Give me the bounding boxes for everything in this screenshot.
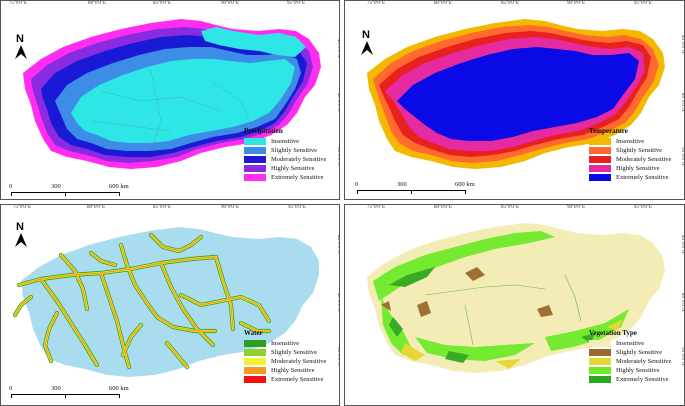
scale-bar: 0 300 600 km bbox=[355, 181, 485, 197]
legend-entry: Slightly Sensitive bbox=[244, 146, 326, 155]
lat-tick-45: 45°0'0"N bbox=[680, 235, 685, 254]
legend-entry: Highly Sensitive bbox=[244, 164, 326, 173]
legend-temperature: Temperature Insensitive Slightly Sensiti… bbox=[589, 127, 671, 182]
legend-swatch bbox=[244, 358, 266, 365]
legend-swatch bbox=[244, 174, 266, 181]
legend-swatch bbox=[244, 376, 266, 383]
map-panel-water: 75°0'0"E 80°0'0"E 85°0'0"E 90°0'0"E 95°0… bbox=[0, 204, 340, 406]
north-arrow-icon: N bbox=[13, 221, 29, 247]
legend-swatch bbox=[589, 340, 611, 347]
lat-tick-35: 35°0'0"N bbox=[336, 147, 340, 166]
legend-entry: Insensitive bbox=[589, 339, 671, 348]
legend-swatch bbox=[244, 367, 266, 374]
legend-entry: Slightly Sensitive bbox=[589, 146, 671, 155]
lon-tick-80: 80°0'0"E bbox=[434, 1, 452, 6]
lon-tick-75: 75°0'0"E bbox=[367, 1, 385, 6]
lon-tick-95: 95°0'0"E bbox=[634, 1, 652, 6]
lon-tick-80: 80°0'0"E bbox=[88, 1, 106, 6]
legend-swatch bbox=[244, 147, 266, 154]
legend-entry: Highly Sensitive bbox=[589, 164, 671, 173]
legend-swatch bbox=[589, 156, 611, 163]
lat-tick-45: 45°0'0"N bbox=[680, 35, 685, 54]
lat-tick-35: 35°0'0"N bbox=[680, 347, 685, 366]
north-arrow-icon: N bbox=[359, 29, 375, 55]
lat-tick-35: 35°0'0"N bbox=[680, 147, 685, 166]
legend-title: Vegetation Type bbox=[589, 329, 637, 337]
legend-swatch bbox=[589, 367, 611, 374]
lon-tick-90: 90°0'0"E bbox=[221, 205, 239, 210]
legend-swatch bbox=[589, 147, 611, 154]
lon-tick-85: 85°0'0"E bbox=[153, 205, 171, 210]
legend-swatch bbox=[589, 376, 611, 383]
legend-swatch bbox=[589, 349, 611, 356]
legend-vegetation: Vegetation Type Insensitive Slightly Sen… bbox=[589, 329, 671, 384]
legend-swatch bbox=[244, 165, 266, 172]
legend-entry: Highly Sensitive bbox=[589, 366, 671, 375]
vegetation-map bbox=[367, 223, 665, 373]
lon-tick-85: 85°0'0"E bbox=[501, 1, 519, 6]
legend-swatch bbox=[244, 340, 266, 347]
temperature-map bbox=[367, 19, 665, 169]
legend-entry: Insensitive bbox=[244, 339, 326, 348]
legend-title: Precipitation bbox=[244, 127, 283, 135]
legend-entry: Moderately Sensitive bbox=[244, 155, 326, 164]
lat-tick-40: 40°0'0"N bbox=[680, 293, 685, 312]
lat-tick-45: 45°0'0"N bbox=[336, 235, 340, 254]
lon-tick-90: 90°0'0"E bbox=[567, 1, 585, 6]
legend-entry: Slightly Sensitive bbox=[244, 348, 326, 357]
legend-swatch bbox=[589, 174, 611, 181]
lon-tick-85: 85°0'0"E bbox=[153, 1, 171, 6]
lat-tick-35: 35°0'0"N bbox=[336, 347, 340, 366]
lat-tick-40: 40°0'0"N bbox=[336, 293, 340, 312]
legend-swatch bbox=[589, 165, 611, 172]
legend-swatch bbox=[589, 358, 611, 365]
legend-swatch bbox=[244, 349, 266, 356]
legend-title: Water bbox=[244, 329, 263, 337]
legend-entry: Moderately Sensitive bbox=[589, 357, 671, 366]
map-panel-vegetation: 75°0'0"E 80°0'0"E 85°0'0"E 90°0'0"E 95°0… bbox=[344, 204, 685, 406]
lon-tick-95: 95°0'0"E bbox=[288, 205, 306, 210]
lon-tick-75: 75°0'0"E bbox=[13, 205, 31, 210]
legend-swatch bbox=[589, 138, 611, 145]
lon-tick-75: 75°0'0"E bbox=[367, 205, 385, 210]
legend-entry: Moderately Sensitive bbox=[589, 155, 671, 164]
lon-tick-75: 75°0'0"E bbox=[9, 1, 27, 6]
lon-tick-80: 80°0'0"E bbox=[434, 205, 452, 210]
legend-entry: Insensitive bbox=[589, 137, 671, 146]
legend-entry: Extremely Sensitive bbox=[589, 173, 671, 182]
legend-water: Water Insensitive Slightly Sensitive Mod… bbox=[244, 329, 326, 384]
lon-tick-80: 80°0'0"E bbox=[87, 205, 105, 210]
lon-tick-90: 90°0'0"E bbox=[221, 1, 239, 6]
legend-precipitation: Precipitation Insensitive Slightly Sensi… bbox=[244, 127, 326, 182]
legend-swatch bbox=[244, 156, 266, 163]
scale-bar: 0 300 600 km bbox=[9, 385, 139, 401]
map-panel-precipitation: 75°0'0"E 80°0'0"E 85°0'0"E 90°0'0"E 95°0… bbox=[0, 0, 340, 200]
lon-tick-85: 85°0'0"E bbox=[501, 205, 519, 210]
lon-tick-95: 95°0'0"E bbox=[634, 205, 652, 210]
lat-tick-45: 45°0'0"N bbox=[336, 39, 340, 58]
legend-entry: Insensitive bbox=[244, 137, 326, 146]
legend-entry: Extremely Sensitive bbox=[244, 173, 326, 182]
legend-entry: Slightly Sensitive bbox=[589, 348, 671, 357]
map-panel-temperature: 75°0'0"E 80°0'0"E 85°0'0"E 90°0'0"E 95°0… bbox=[344, 0, 685, 200]
legend-entry: Highly Sensitive bbox=[244, 366, 326, 375]
water-map bbox=[12, 227, 319, 377]
lat-tick-40: 40°0'0"N bbox=[336, 93, 340, 112]
legend-entry: Moderately Sensitive bbox=[244, 357, 326, 366]
lat-tick-40: 40°0'0"N bbox=[680, 93, 685, 112]
north-arrow-icon: N bbox=[13, 33, 29, 59]
precipitation-map bbox=[23, 19, 321, 169]
legend-entry: Extremely Sensitive bbox=[589, 375, 671, 384]
legend-title: Temperature bbox=[589, 127, 628, 135]
scale-bar: 0 300 600 km bbox=[9, 183, 139, 199]
lon-tick-95: 95°0'0"E bbox=[287, 1, 305, 6]
lon-tick-90: 90°0'0"E bbox=[567, 205, 585, 210]
legend-entry: Extremely Sensitive bbox=[244, 375, 326, 384]
legend-swatch bbox=[244, 138, 266, 145]
